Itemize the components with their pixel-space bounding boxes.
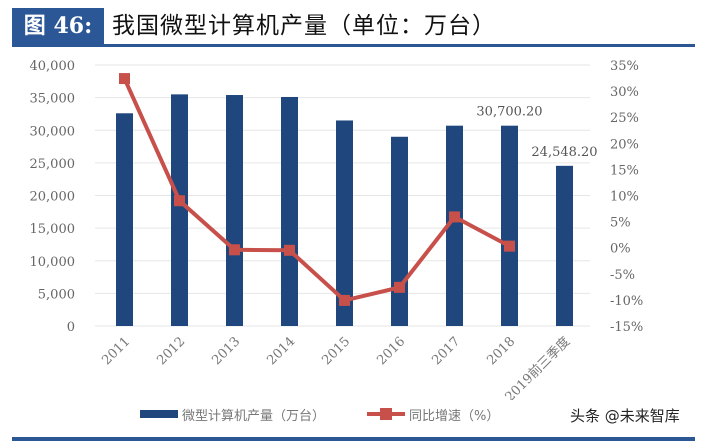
left-axis-tick-label: 30,000	[30, 124, 76, 139]
bar-2011	[116, 113, 133, 326]
x-axis-tick-label: 2011	[99, 334, 133, 368]
right-axis-tick-label: -15%	[610, 320, 643, 335]
bar-2012	[171, 94, 188, 326]
line-marker	[449, 211, 460, 223]
left-axis-tick-label: 10,000	[30, 255, 76, 270]
right-axis-tick-label: 25%	[610, 111, 639, 126]
right-axis-tick-label: 15%	[610, 163, 639, 178]
x-axis-tick-label: 2015	[319, 334, 353, 368]
line-series	[119, 73, 515, 306]
legend-item-growth: 同比增速（%）	[367, 405, 499, 424]
chart-legend: 微型计算机产量（万台） 同比增速（%）	[140, 403, 541, 425]
x-axis-tick-label: 2018	[484, 334, 518, 368]
line-marker	[284, 244, 295, 256]
left-axis-ticks: 0 5,000 10,000 15,000 20,000 25,000 30,000 35,0…	[30, 59, 76, 335]
left-axis-tick-label: 5,000	[38, 287, 75, 302]
line-marker	[504, 240, 515, 252]
left-axis-tick-label: 35,000	[30, 92, 76, 107]
x-axis-tick-label: 2016	[374, 334, 408, 368]
legend-label-growth: 同比增速（%）	[409, 408, 500, 424]
chart-title: 我国微型计算机产量（单位：万台）	[112, 13, 496, 39]
left-axis-tick-label: 25,000	[30, 157, 76, 172]
footer-divider	[12, 437, 695, 441]
left-axis-tick-label: 0	[67, 320, 75, 335]
bar-2015	[336, 120, 353, 327]
right-axis-ticks: -15% -10% -5% 0% 5% 10% 15% 20% 25% 30% 35%	[610, 59, 643, 335]
data-labels: 30,700.20 24,548.20	[476, 105, 597, 160]
right-axis-tick-label: 0%	[610, 242, 631, 257]
bar-2013	[226, 95, 243, 326]
line-marker	[174, 195, 185, 207]
line-marker	[339, 294, 350, 306]
bar-2014	[281, 96, 298, 326]
bar-series	[116, 94, 573, 327]
watermark: 头条 @未来智库	[570, 407, 680, 425]
left-axis-tick-label: 15,000	[30, 222, 76, 237]
right-axis-tick-label: 20%	[610, 137, 639, 152]
right-axis-tick-label: -10%	[610, 294, 643, 309]
line-marker	[119, 73, 130, 85]
right-axis-tick-label: -5%	[610, 268, 635, 283]
growth-line	[122, 77, 511, 303]
combo-chart: 0 5,000 10,000 15,000 20,000 25,000 30,000 35,0…	[30, 59, 644, 400]
bar-2016	[391, 136, 408, 326]
right-axis-tick-label: 35%	[610, 59, 639, 74]
line-marker	[394, 281, 405, 293]
bar-2017	[446, 125, 463, 327]
line-marker-swatch-icon	[367, 407, 406, 421]
right-axis-tick-label: 10%	[610, 190, 639, 205]
x-axis-tick-label: 2013	[209, 334, 243, 368]
legend-item-production: 微型计算机产量（万台）	[140, 405, 325, 424]
x-axis-tick-label: 2014	[264, 334, 298, 368]
left-axis-tick-label: 40,000	[30, 59, 76, 74]
right-axis-tick-label: 30%	[610, 85, 639, 100]
bar-swatch-icon	[140, 410, 178, 418]
bar-value-label: 24,548.20	[531, 145, 597, 160]
legend-label-production: 微型计算机产量（万台）	[182, 408, 326, 424]
figure-header: 图 46: 我国微型计算机产量（单位：万台）	[12, 8, 695, 47]
right-axis-tick-label: 5%	[610, 216, 631, 231]
x-axis-tick-label: 2017	[429, 334, 463, 368]
left-axis-tick-label: 20,000	[30, 190, 76, 205]
bar-2019前三季度	[556, 165, 573, 326]
line-marker	[229, 244, 240, 256]
x-axis-tick-label: 2012	[154, 334, 188, 368]
bar-value-label: 30,700.20	[476, 105, 542, 120]
bar-2018	[501, 125, 518, 326]
figure-number-label: 图 46:	[12, 8, 104, 44]
header-divider	[12, 44, 695, 47]
